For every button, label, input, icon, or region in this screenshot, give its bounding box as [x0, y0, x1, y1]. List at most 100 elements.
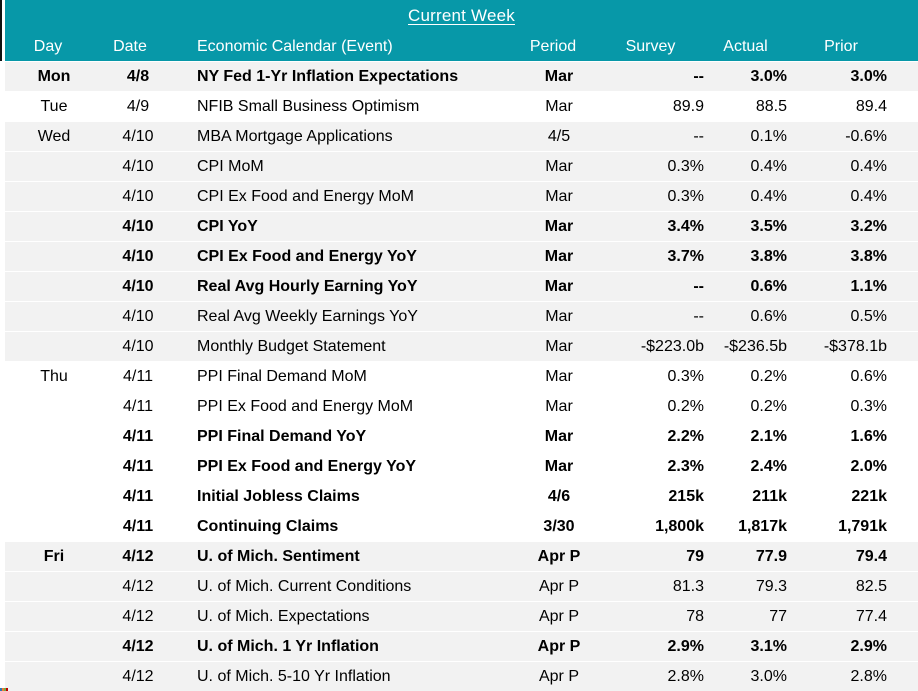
table-row: 4/12 U. of Mich. Current Conditions Apr … — [5, 572, 918, 601]
cell-date: 4/12 — [122, 637, 154, 655]
cell-actual: 0.2% — [750, 367, 787, 385]
cell-period: Mar — [545, 367, 573, 385]
cell-survey: 3.4% — [667, 217, 704, 235]
cell-survey: 0.3% — [667, 157, 704, 175]
table-row: Mon 4/8 NY Fed 1-Yr Inflation Expectatio… — [5, 62, 918, 91]
cell-prior: 2.9% — [850, 637, 887, 655]
table-row: 4/10 CPI Ex Food and Energy YoY Mar 3.7%… — [5, 242, 918, 271]
cell-period: 3/30 — [543, 517, 575, 535]
cell-event: NFIB Small Business Optimism — [197, 97, 420, 115]
table-row: 4/11 PPI Ex Food and Energy MoM Mar 0.2%… — [5, 392, 918, 421]
cell-survey: -- — [693, 307, 704, 325]
cell-day: Wed — [37, 127, 71, 145]
cell-survey: 2.3% — [667, 457, 704, 475]
cell-prior: -0.6% — [845, 127, 887, 145]
table-body: Mon 4/8 NY Fed 1-Yr Inflation Expectatio… — [5, 62, 918, 691]
cell-event: PPI Final Demand YoY — [197, 427, 367, 445]
cell-survey: 0.3% — [667, 367, 704, 385]
table-row: 4/10 Real Avg Weekly Earnings YoY Mar --… — [5, 302, 918, 331]
cell-period: Mar — [545, 187, 573, 205]
cell-actual: 0.4% — [750, 157, 787, 175]
cell-period: Apr P — [538, 577, 579, 595]
cell-date: 4/10 — [122, 277, 154, 295]
cell-actual: 3.0% — [750, 67, 787, 85]
cell-date: 4/12 — [122, 577, 154, 595]
cell-actual: 0.4% — [750, 187, 787, 205]
cell-survey: 81.3 — [672, 577, 704, 595]
cell-period: Mar — [545, 97, 573, 115]
cropped-chart-artifact — [0, 688, 10, 691]
cell-day: Fri — [43, 547, 65, 565]
table-row: 4/10 CPI YoY Mar 3.4% 3.5% 3.2% — [5, 212, 918, 241]
cell-survey: 1,800k — [655, 517, 704, 535]
cell-date: 4/11 — [122, 517, 154, 535]
cell-date: 4/9 — [126, 97, 150, 115]
cell-date: 4/10 — [122, 307, 154, 325]
cell-date: 4/10 — [122, 187, 154, 205]
cell-actual: 3.8% — [750, 247, 787, 265]
cell-prior: 2.8% — [850, 667, 887, 685]
cell-period: Mar — [544, 217, 574, 235]
cell-period: Apr P — [537, 637, 581, 655]
column-header-period: Period — [529, 37, 577, 55]
cell-survey: 78 — [686, 607, 704, 625]
cell-date: 4/10 — [122, 127, 154, 145]
cell-event: Monthly Budget Statement — [197, 337, 386, 355]
cell-prior: 0.3% — [850, 397, 887, 415]
table-row: 4/11 Continuing Claims 3/30 1,800k 1,817… — [5, 512, 918, 541]
cell-actual: 211k — [752, 487, 787, 505]
cell-event: Real Avg Weekly Earnings YoY — [197, 307, 418, 325]
table-row: 4/10 Real Avg Hourly Earning YoY Mar -- … — [5, 272, 918, 301]
cell-day: Thu — [40, 367, 68, 385]
cell-actual: 0.1% — [750, 127, 787, 145]
cell-survey: 79 — [686, 547, 704, 565]
cell-survey: -- — [693, 127, 704, 145]
cell-survey: 2.2% — [667, 427, 704, 445]
cell-prior: 1.1% — [850, 277, 887, 295]
cell-date: 4/12 — [122, 667, 154, 685]
cell-actual: 3.0% — [750, 667, 787, 685]
table-row: 4/12 U. of Mich. 5-10 Yr Inflation Apr P… — [5, 662, 918, 691]
column-header-survey: Survey — [625, 37, 676, 55]
cell-period: Mar — [544, 277, 574, 295]
cell-prior: 82.5 — [855, 577, 887, 595]
cell-event: CPI Ex Food and Energy MoM — [197, 187, 414, 205]
cell-date: 4/10 — [122, 217, 154, 235]
cell-period: Mar — [544, 67, 574, 85]
cell-survey: 2.9% — [667, 637, 704, 655]
cell-actual: -$236.5b — [723, 337, 787, 355]
column-header-day: Day — [33, 37, 63, 55]
cell-period: Apr P — [537, 547, 581, 565]
cell-period: Mar — [545, 397, 573, 415]
cell-prior: 0.6% — [850, 367, 887, 385]
cell-prior: 2.0% — [850, 457, 887, 475]
cell-actual: 0.2% — [750, 397, 787, 415]
table-row: 4/11 PPI Ex Food and Energy YoY Mar 2.3%… — [5, 452, 918, 481]
cell-prior: 89.4 — [855, 97, 887, 115]
cell-actual: 2.4% — [750, 457, 787, 475]
column-header-actual: Actual — [723, 37, 768, 55]
column-header-date: Date — [113, 37, 147, 55]
cell-actual: 88.5 — [755, 97, 787, 115]
table-row: 4/10 Monthly Budget Statement Mar -$223.… — [5, 332, 918, 361]
cell-prior: 1,791k — [838, 517, 887, 535]
cell-date: 4/11 — [122, 457, 154, 475]
cell-event: PPI Ex Food and Energy MoM — [197, 397, 414, 415]
cell-prior: 1.6% — [850, 427, 887, 445]
cell-prior: 77.4 — [855, 607, 887, 625]
cell-event: PPI Final Demand MoM — [197, 367, 367, 385]
cell-survey: -- — [693, 67, 704, 85]
cell-prior: 0.4% — [850, 187, 887, 205]
economic-calendar-table: Current Week Day Date Economic Calendar … — [5, 0, 918, 691]
cell-actual: 0.6% — [750, 277, 787, 295]
cell-period: Mar — [544, 457, 574, 475]
cell-period: 4/6 — [547, 487, 571, 505]
cell-date: 4/11 — [122, 487, 154, 505]
cell-prior: 221k — [851, 487, 887, 505]
cell-event: NY Fed 1-Yr Inflation Expectations — [197, 67, 459, 85]
cell-event: U. of Mich. 1 Yr Inflation — [197, 637, 379, 655]
table-row: 4/11 Initial Jobless Claims 4/6 215k 211… — [5, 482, 918, 511]
cell-event: U. of Mich. Expectations — [197, 607, 370, 625]
cell-survey: -- — [693, 277, 704, 295]
